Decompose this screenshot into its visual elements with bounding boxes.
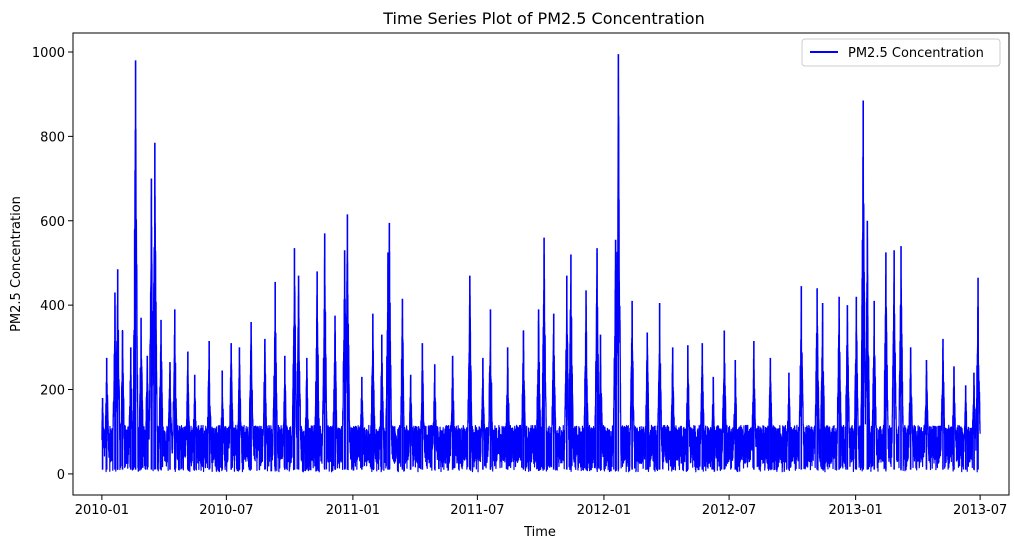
- x-tick-label: 2013-01: [828, 503, 882, 518]
- y-tick-label: 1000: [32, 46, 65, 61]
- y-tick-label: 800: [40, 130, 65, 145]
- y-axis: 0 200 400 600 800 1000: [32, 46, 73, 483]
- x-axis-label: Time: [523, 525, 556, 540]
- plot-frame: [72, 32, 1010, 496]
- plot-area: [73, 33, 1009, 495]
- x-tick-label: 2013-07: [953, 503, 1007, 518]
- legend: PM2.5 Concentration: [801, 38, 1001, 67]
- x-tick-label: 2012-01: [577, 503, 631, 518]
- x-tick-label: 2011-07: [450, 503, 504, 518]
- y-tick-label: 600: [40, 215, 65, 230]
- y-axis-label: PM2.5 Concentration: [9, 196, 24, 332]
- y-tick-label: 200: [40, 384, 65, 399]
- y-tick-label: 400: [40, 299, 65, 314]
- legend-label-pm25: PM2.5 Concentration: [848, 46, 984, 61]
- x-tick-label: 2012-07: [702, 503, 756, 518]
- series-layer: [101, 54, 981, 473]
- series-line-pm25: [101, 76, 981, 473]
- legend-box: [801, 38, 1001, 67]
- y-tick-label: 0: [57, 468, 65, 483]
- x-tick-label: 2011-01: [326, 503, 380, 518]
- chart-title: Time Series Plot of PM2.5 Concentration: [382, 9, 704, 28]
- x-axis: 2010-01 2010-07 2011-01 2011-07 2012-01 2012-…: [75, 495, 1007, 518]
- x-tick-label: 2010-07: [199, 503, 253, 518]
- x-tick-label: 2010-01: [75, 503, 129, 518]
- plot-background: [73, 33, 1009, 495]
